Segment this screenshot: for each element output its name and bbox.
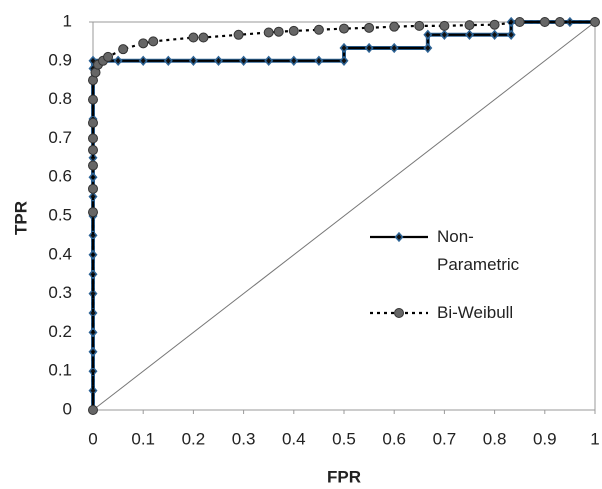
y-axis-title: TPR <box>11 201 30 235</box>
data-point <box>465 29 474 40</box>
diagonal <box>92 21 596 411</box>
data-point <box>389 42 399 54</box>
data-point <box>414 20 425 31</box>
data-point <box>554 17 565 27</box>
data-point <box>148 36 159 47</box>
y-tick-label: 0.3 <box>48 283 72 302</box>
data-point <box>389 21 400 32</box>
data-point <box>188 32 199 43</box>
y-tick-label: 0.7 <box>48 128 72 147</box>
x-axis-title: FPR <box>327 467 361 486</box>
data-point <box>364 42 374 54</box>
legend-marker <box>394 308 404 318</box>
data-point <box>439 20 450 31</box>
data-point <box>263 27 274 38</box>
data-point <box>138 55 148 66</box>
data-point <box>188 55 198 66</box>
data-point <box>423 29 433 40</box>
data-point <box>88 405 98 415</box>
x-tick-label: 0 <box>88 429 97 448</box>
data-point <box>88 133 98 144</box>
x-tick-label: 0.1 <box>131 429 155 448</box>
y-tick-label: 0.5 <box>48 205 72 224</box>
data-point <box>88 145 98 156</box>
x-tick-label: 0.4 <box>282 429 306 448</box>
x-tick-label: 1 <box>590 429 599 448</box>
data-point <box>590 17 600 27</box>
legend-label: Non-Parametric <box>437 227 520 274</box>
data-point <box>565 16 575 28</box>
legend-label: Bi-Weibull <box>437 303 514 322</box>
data-point <box>138 38 149 49</box>
y-tick-label: 0.2 <box>48 322 72 341</box>
y-tick-label: 0.8 <box>48 89 72 108</box>
data-point <box>88 366 98 377</box>
data-point <box>289 55 299 66</box>
data-point <box>288 25 299 36</box>
data-point <box>490 29 500 40</box>
data-point <box>506 29 516 40</box>
data-point <box>163 55 173 66</box>
data-point <box>339 42 349 54</box>
x-tick-label: 0.6 <box>382 429 406 448</box>
data-point <box>113 55 123 66</box>
data-point <box>198 32 209 43</box>
x-tick-label: 0.5 <box>332 429 356 448</box>
data-point <box>423 42 433 54</box>
data-point <box>88 183 98 194</box>
data-point <box>339 23 349 34</box>
data-point <box>489 19 500 30</box>
data-point <box>103 51 114 62</box>
y-tick-label: 0.6 <box>48 167 72 186</box>
data-point <box>339 55 349 66</box>
x-tick-label: 0.2 <box>182 429 206 448</box>
data-point <box>214 55 223 66</box>
y-tick-label: 0.1 <box>48 361 72 380</box>
data-point <box>88 94 98 105</box>
data-point <box>88 207 98 218</box>
data-point <box>233 29 244 40</box>
data-point <box>118 44 129 55</box>
data-point <box>314 55 324 66</box>
data-point <box>88 191 98 202</box>
data-point <box>439 29 449 40</box>
data-point <box>88 117 98 128</box>
data-point <box>464 20 475 31</box>
data-point <box>239 55 249 66</box>
x-tick-label: 0.3 <box>232 429 256 448</box>
y-tick-label: 0.4 <box>48 244 72 263</box>
y-tick-label: 1 <box>63 11 72 30</box>
data-point <box>313 24 324 35</box>
data-point <box>539 17 550 27</box>
data-point <box>273 26 284 37</box>
x-tick-label: 0.9 <box>533 429 557 448</box>
x-tick-label: 0.7 <box>433 429 457 448</box>
y-tick-label: 0.9 <box>48 50 72 69</box>
data-point <box>264 55 274 66</box>
y-tick-label: 0 <box>63 399 72 418</box>
data-point <box>364 22 375 33</box>
legend-marker <box>394 231 404 243</box>
data-point <box>514 17 525 27</box>
x-tick-label: 0.8 <box>483 429 507 448</box>
data-point <box>88 160 98 171</box>
